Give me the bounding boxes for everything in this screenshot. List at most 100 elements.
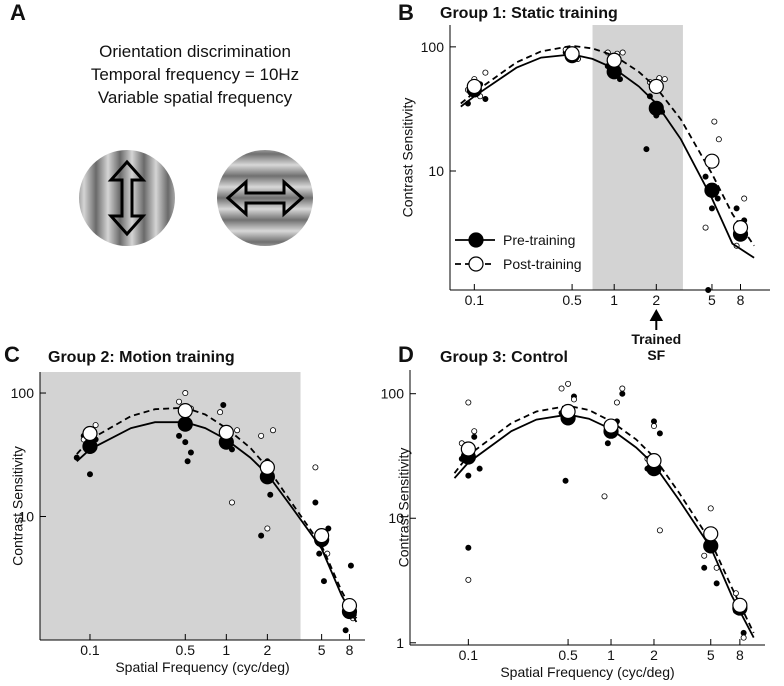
subject-point [471,433,478,440]
y-tick-label: 10 [388,510,404,526]
subject-point [565,380,572,387]
chart-title: Group 1: Static training [440,5,618,22]
mean-point [177,416,193,432]
mean-point [648,100,664,116]
subject-point [182,390,189,397]
y-tick-label: 100 [11,385,35,401]
y-tick-label: 100 [421,39,445,55]
y-tick-label: 10 [428,163,444,179]
legend-label: Pre-training [503,232,575,248]
x-tick-label: 8 [346,642,354,658]
mean-point [648,78,664,95]
panel-a-line: Orientation discrimination [99,42,291,61]
subject-point [220,401,227,408]
annotation: Trained [631,331,681,347]
subject-point [465,576,472,583]
subject-point [325,525,332,532]
trained-region [40,372,301,640]
x-tick-label: 8 [737,292,745,308]
subject-point [176,432,183,439]
subject-point [619,49,626,56]
subject-point [264,525,271,532]
subject-point [701,552,708,559]
subject-point [465,472,472,479]
legend-marker [468,256,484,272]
subject-point [258,432,265,439]
x-tick-label: 0.1 [459,647,479,663]
y-tick-label: 100 [381,386,405,402]
mean-point [259,459,275,475]
x-tick-label: 1 [610,292,618,308]
fit-curve [453,413,755,639]
subject-point [347,562,354,569]
subject-point [465,544,472,551]
y-axis-label: Contrast Sensitivity [399,98,415,218]
grating-vertical [79,150,175,246]
subject-point [702,224,709,231]
mean-point [466,78,482,95]
subject-point [733,205,740,212]
mean-point [704,182,720,198]
subject-point [705,286,712,293]
subject-point [92,422,99,429]
subject-point [316,550,323,557]
x-tick-label: 8 [736,647,744,663]
y-axis-label: Contrast Sensitivity [395,448,411,568]
x-tick-label: 0.5 [558,647,578,663]
subject-point [740,634,747,641]
grating-horizontal [217,150,313,246]
arrow-vertical [107,159,147,237]
panel-label: C [4,342,20,367]
x-tick-label: 5 [708,292,716,308]
annotation-arrow [649,308,663,330]
panel-label: A [10,0,26,25]
subject-point [258,532,265,539]
subject-point [661,76,668,83]
subject-point [182,439,189,446]
subject-point [320,578,327,585]
subject-point [702,173,709,180]
mean-point [564,46,580,62]
subject-point [656,430,663,437]
subject-point [741,195,748,202]
panel-label: B [398,0,414,25]
legend-marker [468,232,484,248]
chart-title: Group 3: Control [440,349,568,366]
x-axis-label: Spatial Frequency (cyc/deg) [500,664,674,680]
mean-point [732,597,748,613]
subject-point [650,423,657,430]
x-axis-label: Spatial Frequency (cyc/deg) [115,659,289,675]
subject-point [701,564,708,571]
subject-point [601,493,608,500]
mean-point [703,526,719,542]
subject-point [176,398,183,405]
subject-point [465,399,472,406]
subject-point [558,385,565,392]
subject-point [267,491,274,498]
subject-point [342,627,349,634]
y-tick-label: 10 [18,509,34,525]
x-tick-label: 5 [318,642,326,658]
mean-point [341,597,358,614]
x-tick-label: 1 [607,647,615,663]
chart-title: Group 2: Motion training [48,349,235,366]
mean-point [177,403,193,419]
subject-point [656,527,663,534]
subject-point [471,428,478,435]
x-tick-label: 0.5 [562,292,582,308]
subject-point [707,505,714,512]
subject-point [619,385,626,392]
subject-point [86,471,93,478]
x-tick-label: 0.1 [80,642,100,658]
legend-label: Post-training [503,256,582,272]
x-tick-label: 1 [222,642,230,658]
subject-point [714,195,721,202]
mean-point [603,418,619,434]
subject-point [217,409,224,416]
mean-point [606,52,622,68]
mean-point [560,403,576,420]
subject-point [708,205,715,212]
x-tick-label: 5 [707,647,715,663]
mean-point [314,528,330,544]
